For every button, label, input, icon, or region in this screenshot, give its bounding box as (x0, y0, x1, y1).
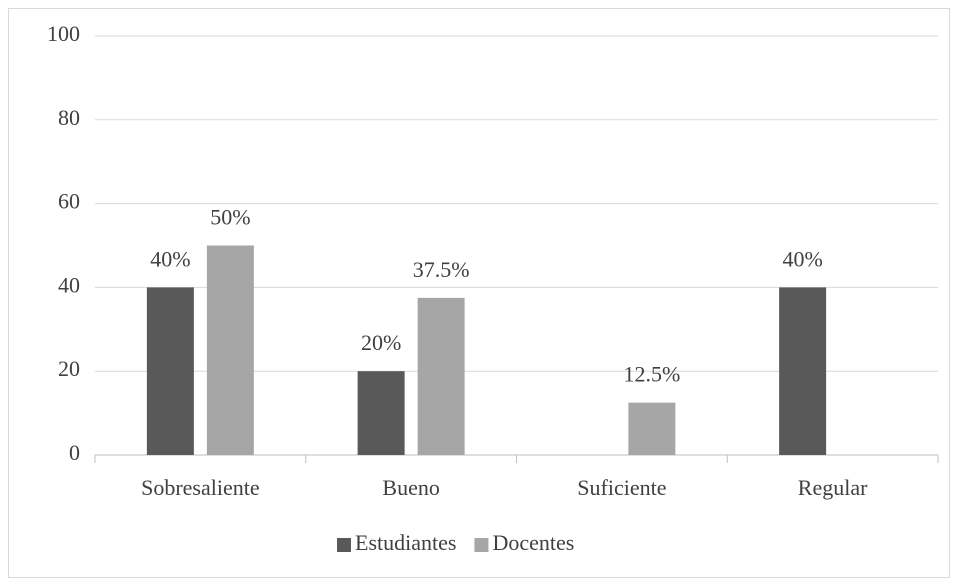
legend-swatch (337, 538, 351, 552)
y-tick-label: 80 (58, 105, 80, 130)
legend-label: Estudiantes (355, 530, 456, 555)
y-tick-label: 60 (58, 189, 80, 214)
data-label: 20% (361, 330, 401, 355)
x-tick-label: Sobresaliente (141, 475, 260, 500)
bar (628, 402, 676, 455)
data-label: 12.5% (623, 362, 680, 387)
bar (779, 287, 827, 455)
data-label: 37.5% (413, 257, 470, 282)
legend-swatch (474, 538, 489, 552)
bar (417, 297, 465, 455)
bar (146, 287, 194, 455)
legend-label: Docentes (492, 530, 574, 555)
bar (206, 245, 254, 455)
y-tick-label: 40 (58, 272, 80, 297)
data-label: 50% (210, 205, 250, 230)
y-tick-label: 20 (58, 356, 80, 381)
data-label: 40% (150, 246, 190, 271)
x-tick-label: Regular (798, 475, 868, 500)
x-tick-label: Suficiente (577, 475, 666, 500)
x-tick-label: Bueno (382, 475, 439, 500)
y-tick-label: 0 (69, 440, 80, 465)
bar (357, 371, 405, 455)
y-tick-label: 100 (47, 21, 80, 46)
data-label: 40% (782, 246, 822, 271)
